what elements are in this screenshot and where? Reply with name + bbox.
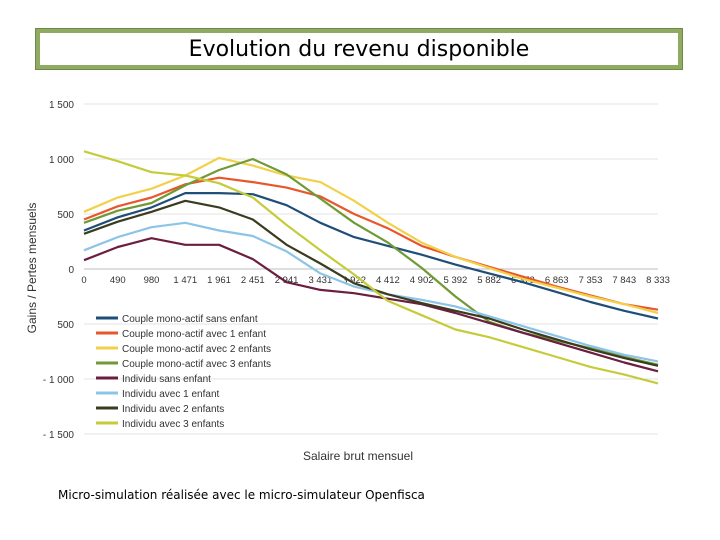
legend-label: Individu sans enfant xyxy=(122,374,211,385)
y-tick-label: 1 500 xyxy=(49,100,74,111)
series-line-5 xyxy=(83,237,659,373)
y-tick-label: - 1 000 xyxy=(43,375,75,386)
legend-label: Couple mono-actif sans enfant xyxy=(122,314,258,325)
x-tick-label: 1 961 xyxy=(207,275,231,286)
x-tick-label: 2 941 xyxy=(275,275,299,286)
x-tick-label: 6 373 xyxy=(511,275,535,286)
y-tick-label: 500 xyxy=(57,320,74,331)
x-tick-label: 7 353 xyxy=(579,275,603,286)
series-line-8 xyxy=(83,150,659,385)
x-tick-label: 2 451 xyxy=(241,275,265,286)
x-tick-label: 3 431 xyxy=(308,275,332,286)
x-tick-label: 4 412 xyxy=(376,275,400,286)
x-tick-label: 5 882 xyxy=(477,275,501,286)
legend-label: Individu avec 2 enfants xyxy=(122,404,224,415)
y-tick-label: 1 000 xyxy=(49,155,74,166)
x-tick-label: 8 333 xyxy=(646,275,670,286)
legend-label: Couple mono-actif avec 2 enfants xyxy=(122,344,271,355)
x-tick-label: 5 392 xyxy=(444,275,468,286)
x-tick-label: 0 xyxy=(81,275,86,286)
legend-label: Couple mono-actif avec 3 enfants xyxy=(122,359,271,370)
chart-grid xyxy=(84,103,658,435)
chart-series-lines xyxy=(83,150,659,385)
legend-label: Couple mono-actif avec 1 enfant xyxy=(122,329,266,340)
y-axis-tick-labels: 1 500 1 000 500 0 500 - 1 000 - 1 500 xyxy=(43,100,75,441)
title-banner: Evolution du revenu disponible xyxy=(35,28,683,70)
footnote: Micro-simulation réalisée avec le micro-… xyxy=(58,488,425,502)
x-axis-label: Salaire brut mensuel xyxy=(303,449,413,463)
title-banner-inner: Evolution du revenu disponible xyxy=(40,33,678,65)
y-tick-label: 500 xyxy=(57,210,74,221)
x-tick-label: 490 xyxy=(110,275,126,286)
x-tick-label: 6 863 xyxy=(545,275,569,286)
x-tick-label: 3 922 xyxy=(342,275,366,286)
y-tick-label: - 1 500 xyxy=(43,430,75,441)
chart-legend: Couple mono-actif sans enfant Couple mono… xyxy=(96,314,271,430)
x-tick-label: 1 471 xyxy=(173,275,197,286)
legend-label: Individu avec 1 enfant xyxy=(122,389,220,400)
y-tick-label: 0 xyxy=(68,265,74,276)
x-tick-label: 4 902 xyxy=(410,275,434,286)
x-tick-label: 7 843 xyxy=(612,275,636,286)
series-line-3 xyxy=(83,156,659,315)
series-line-6 xyxy=(83,221,659,363)
legend-label: Individu avec 3 enfants xyxy=(122,419,224,430)
y-axis-label: Gains / Pertes mensuels xyxy=(25,203,39,334)
x-axis-tick-labels: 0 490 980 1 471 1 961 2 451 2 941 3 431 3 922 4 4… xyxy=(81,275,670,286)
x-tick-label: 980 xyxy=(144,275,160,286)
page-title: Evolution du revenu disponible xyxy=(188,36,530,62)
series-line-1 xyxy=(83,192,659,320)
